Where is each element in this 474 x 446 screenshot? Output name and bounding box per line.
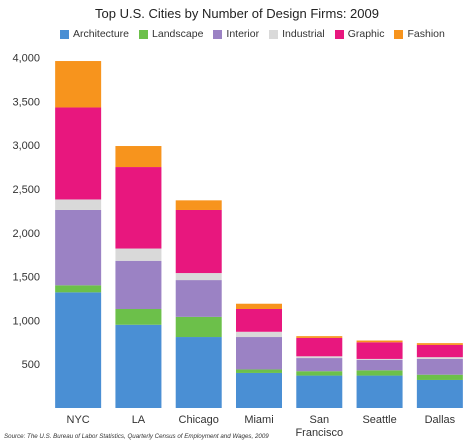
bar-segment-interior (356, 359, 403, 371)
bar-segment-landscape (356, 370, 403, 376)
x-tick-label: San (309, 414, 329, 426)
y-tick-label: 2,500 (12, 184, 40, 196)
x-tick-label: NYC (67, 414, 90, 426)
bar-segment-interior (236, 337, 282, 370)
legend-item-industrial: Industrial (269, 28, 325, 40)
bar-segment-landscape (115, 308, 162, 325)
bar-segment-graphic (416, 344, 463, 358)
x-tick-label: Dallas (425, 414, 456, 426)
bar-segment-landscape (236, 369, 282, 373)
bar-segment-interior (175, 280, 222, 317)
y-tick-label: 3,000 (12, 140, 40, 152)
y-tick-label: 4,000 (12, 53, 40, 65)
chart-title: Top U.S. Cities by Number of Design Firm… (95, 6, 379, 21)
bar-segment-landscape (416, 374, 463, 380)
legend-label: Interior (226, 28, 260, 40)
x-tick-label: Miami (244, 414, 273, 426)
bar-segment-fashion (115, 146, 162, 168)
bar-segment-interior (115, 260, 162, 309)
bar-segment-interior (416, 358, 463, 375)
bar-segment-architecture (416, 379, 463, 408)
legend-label: Landscape (152, 28, 204, 40)
bar-segment-architecture (356, 375, 403, 408)
bar-segment-industrial (416, 357, 463, 359)
legend-item-graphic: Graphic (334, 28, 385, 40)
source-note: Source: The U.S. Bureau of Labor Statist… (4, 433, 269, 440)
bar-segment-architecture (115, 324, 162, 408)
bar-segment-industrial (175, 273, 222, 281)
bar-segment-graphic (296, 337, 343, 357)
bar-segment-architecture (296, 375, 343, 408)
bar-segment-industrial (55, 199, 102, 210)
legend-item-architecture: Architecture (60, 28, 129, 40)
legend-swatch (139, 29, 149, 39)
bar-segment-interior (55, 209, 102, 286)
bar-segment-fashion (175, 200, 222, 210)
bar-segment-fashion (356, 340, 403, 343)
legend-swatch (269, 29, 279, 39)
chart-legend: Architecture Landscape Interior Industrial G… (60, 28, 464, 40)
legend-swatch (334, 29, 344, 39)
bar-segment-landscape (55, 285, 102, 293)
legend-item-fashion: Fashion (394, 28, 445, 40)
bar-segment-industrial (236, 331, 282, 338)
bar-segment-landscape (175, 316, 222, 338)
legend-swatch (213, 29, 223, 39)
x-tick-label: Seattle (362, 414, 396, 426)
bar-segment-architecture (236, 372, 282, 408)
bar-segment-fashion (236, 303, 282, 309)
legend-swatch (60, 29, 69, 39)
x-tick-label: Francisco (295, 427, 343, 439)
bar-segment-industrial (115, 248, 162, 261)
legend-swatch (394, 29, 404, 39)
legend-label: Industrial (282, 28, 325, 40)
legend-label: Architecture (73, 28, 130, 40)
x-tick-label: LA (132, 414, 146, 426)
x-tick-label: Chicago (179, 414, 219, 426)
bar-segment-graphic (175, 209, 222, 274)
y-tick-label: 2,000 (12, 228, 40, 240)
legend-item-landscape: Landscape (139, 28, 203, 40)
bar-segment-graphic (115, 167, 162, 249)
legend-item-interior: Interior (213, 28, 259, 40)
bar-segment-graphic (356, 342, 403, 359)
bar-segment-graphic (236, 308, 282, 332)
bar-segment-fashion (55, 61, 102, 108)
bar-segment-architecture (175, 337, 222, 408)
y-tick-label: 1,000 (12, 315, 40, 327)
y-tick-label: 1,500 (12, 272, 40, 284)
bar-segment-fashion (296, 336, 343, 338)
bar-segment-fashion (416, 343, 463, 345)
bar-segment-interior (296, 358, 343, 372)
bar-segment-industrial (296, 356, 343, 359)
y-tick-label: 500 (22, 359, 40, 371)
y-tick-label: 3,500 (12, 96, 40, 108)
bar-segment-graphic (55, 107, 102, 200)
bar-segment-architecture (55, 292, 102, 408)
legend-label: Fashion (407, 28, 445, 40)
bar-segment-landscape (296, 371, 343, 376)
legend-label: Graphic (347, 28, 385, 40)
bar-segment-industrial (356, 358, 403, 360)
